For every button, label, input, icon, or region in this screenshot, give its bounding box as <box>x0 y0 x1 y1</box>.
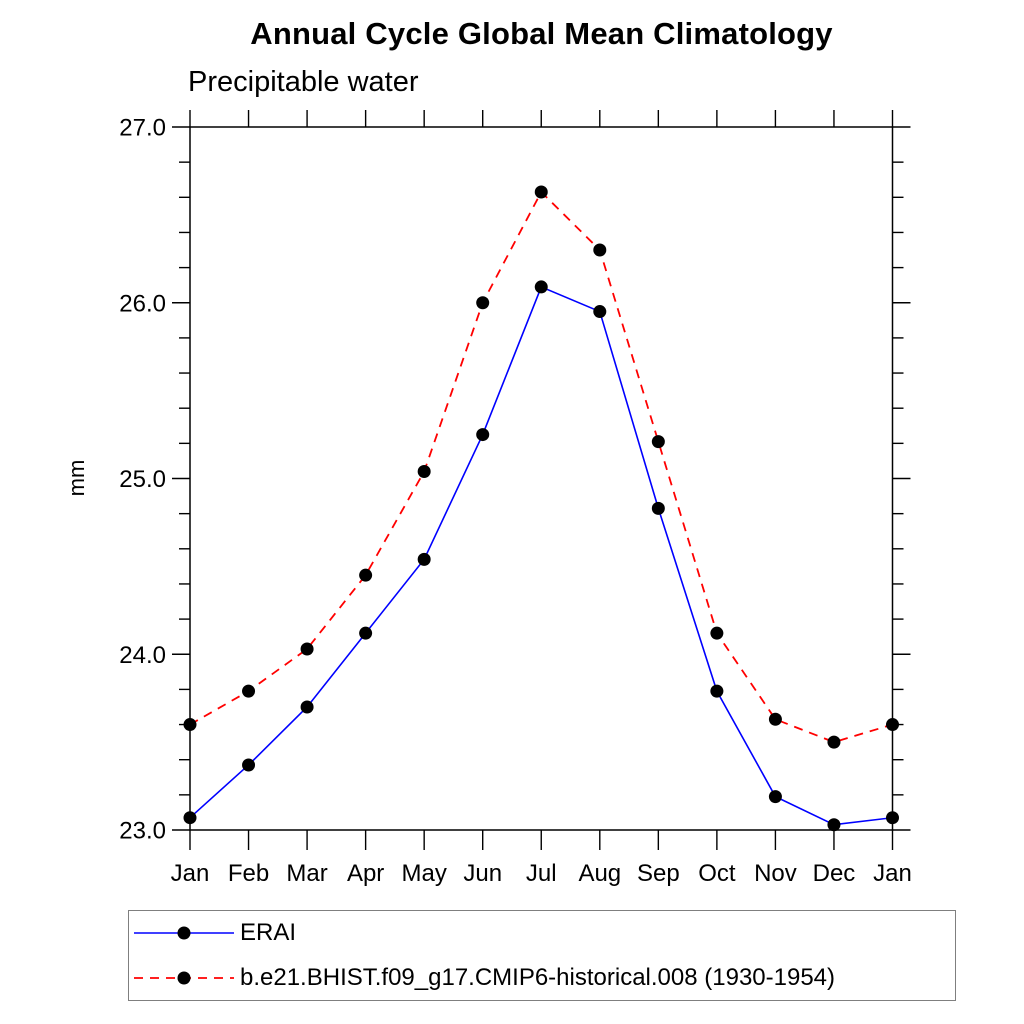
x-tick-label: Mar <box>286 860 327 887</box>
x-tick-label: Jan <box>873 860 912 887</box>
legend-line-sample-solid <box>134 926 234 940</box>
data-point-marker <box>886 718 899 732</box>
data-point-marker <box>242 684 256 698</box>
data-point-marker <box>300 700 314 714</box>
series-line <box>189 285 893 826</box>
x-tick-label: Jun <box>463 860 502 887</box>
y-tick-label: 23.0 <box>119 818 166 845</box>
data-point-marker <box>710 684 724 698</box>
x-tick-label: Nov <box>754 860 797 887</box>
data-point-marker <box>593 305 607 319</box>
legend-line-sample-dashed <box>134 971 234 985</box>
x-tick-label: Sep <box>637 860 680 887</box>
data-point-marker <box>242 758 256 772</box>
y-tick-label: 26.0 <box>119 290 166 317</box>
x-tick-label: Jul <box>526 860 557 887</box>
data-point-marker <box>300 642 314 656</box>
x-axis: Jan Feb Mar Apr May Jun Jul Aug Sep Oct Nov Dec Jan <box>171 110 912 887</box>
legend: ERAI b.e21.BHIST.f09_g17.CMIP6-historica… <box>128 910 956 1001</box>
y-tick-label: 25.0 <box>119 466 166 493</box>
series-line <box>189 190 893 744</box>
x-tick-label: May <box>401 860 446 887</box>
chart-subtitle: Precipitable water <box>188 66 419 98</box>
x-tick-label: Feb <box>228 860 269 887</box>
data-point-marker <box>651 501 665 515</box>
data-point-marker <box>476 296 490 310</box>
data-point-marker <box>476 428 490 442</box>
data-point-marker <box>417 464 431 478</box>
data-point-marker <box>183 811 197 825</box>
x-tick-label: Dec <box>813 860 856 887</box>
data-point-marker <box>710 626 724 640</box>
data-point-marker <box>359 568 373 582</box>
legend-item-model: b.e21.BHIST.f09_g17.CMIP6-historical.008… <box>129 958 955 998</box>
chart-title: Annual Cycle Global Mean Climatology <box>250 16 833 51</box>
data-point-marker <box>768 790 782 804</box>
data-point-marker <box>534 185 548 199</box>
legend-marker <box>177 971 191 985</box>
legend-marker <box>177 926 191 940</box>
data-point-marker <box>593 243 607 257</box>
series-erai <box>183 280 899 832</box>
data-point-marker <box>183 718 197 732</box>
data-point-marker <box>886 811 899 825</box>
data-point-marker <box>534 280 548 294</box>
data-point-marker <box>651 435 665 449</box>
y-tick-label: 27.0 <box>119 115 166 142</box>
series-model <box>183 185 899 749</box>
x-tick-label: Oct <box>698 860 736 887</box>
data-point-marker <box>768 712 782 726</box>
data-point-marker <box>827 818 841 832</box>
data-point-marker <box>827 735 841 749</box>
y-tick-label: 24.0 <box>119 642 166 669</box>
legend-label: ERAI <box>240 919 297 947</box>
x-tick-label: Aug <box>578 860 621 887</box>
legend-item-erai: ERAI <box>129 913 955 953</box>
data-point-marker <box>359 626 373 640</box>
x-tick-label: Jan <box>171 860 210 887</box>
data-point-marker <box>417 552 431 566</box>
x-tick-label: Apr <box>347 860 384 887</box>
legend-label: b.e21.BHIST.f09_g17.CMIP6-historical.008… <box>240 963 836 991</box>
y-axis: 23.0 24.0 25.0 26.0 27.0 <box>119 115 911 845</box>
